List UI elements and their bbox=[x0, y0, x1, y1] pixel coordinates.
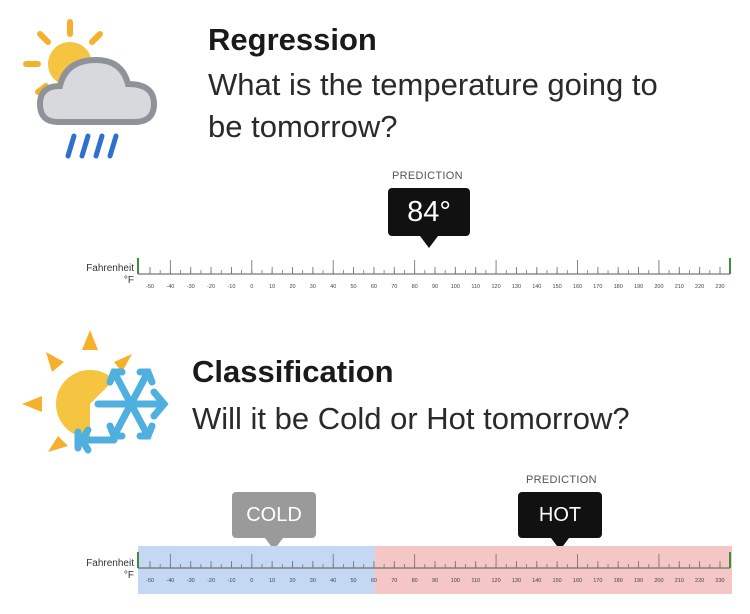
regression-scale-tick-label: 140 bbox=[532, 284, 541, 290]
regression-scale-tick-label: -20 bbox=[207, 284, 215, 290]
classification-scale-tick-label: -40 bbox=[166, 578, 174, 584]
regression-title: Regression bbox=[208, 22, 377, 57]
classification-scale-label: Fahrenheit °F bbox=[60, 558, 134, 582]
classification-question: Will it be Cold or Hot tomorrow? bbox=[192, 401, 630, 436]
cold-class-callout: COLD bbox=[232, 492, 316, 550]
classification-scale-tick-label: 120 bbox=[491, 578, 500, 584]
classification-scale-tick-label: -50 bbox=[146, 578, 154, 584]
regression-scale-tick-label: 10 bbox=[269, 284, 275, 290]
regression-scale-tick-label: 210 bbox=[675, 284, 684, 290]
classification-weather-icon bbox=[18, 328, 178, 478]
classification-scale-tick-label: 130 bbox=[512, 578, 521, 584]
regression-scale-tick-label: 90 bbox=[432, 284, 438, 290]
regression-scale-tick-label: 190 bbox=[634, 284, 643, 290]
regression-prediction-value: 84° bbox=[407, 196, 451, 228]
regression-scale-tick-label: 80 bbox=[412, 284, 418, 290]
regression-scale-label: Fahrenheit °F bbox=[60, 263, 134, 287]
regression-question-line2: be tomorrow? bbox=[208, 109, 398, 144]
classification-scale-tick-label: 160 bbox=[573, 578, 582, 584]
classification-scale-tick-label: -20 bbox=[207, 578, 215, 584]
regression-scale-tick-label: -30 bbox=[187, 284, 195, 290]
regression-scale-tick-label: -50 bbox=[146, 284, 154, 290]
regression-scale-tick-label: 30 bbox=[310, 284, 316, 290]
regression-scale-tick-label: -10 bbox=[227, 284, 235, 290]
regression-scale-tick-label: 20 bbox=[289, 284, 295, 290]
classification-scale-tick-label: 230 bbox=[715, 578, 724, 584]
regression-scale-tick-label: 100 bbox=[451, 284, 460, 290]
regression-scale-unit: °F bbox=[123, 275, 134, 286]
regression-scale-tick-label: 110 bbox=[471, 284, 480, 290]
regression-scale-tick-label: 230 bbox=[715, 284, 724, 290]
regression-temperature-scale: -50 -40 -30 -20 -10 0 10 20 30 40 50 60 70 80 90 100 110… bbox=[137, 258, 731, 290]
regression-prediction-label: PREDICTION bbox=[392, 170, 463, 182]
classification-scale-tick-label: 90 bbox=[432, 578, 438, 584]
classification-scale-tick-label: 100 bbox=[451, 578, 460, 584]
regression-scale-tick-label: 130 bbox=[512, 284, 521, 290]
regression-weather-icon bbox=[18, 18, 178, 168]
hot-band bbox=[374, 546, 732, 594]
hot-class-label: HOT bbox=[538, 504, 582, 526]
regression-question-line1: What is the temperature going to bbox=[208, 67, 658, 102]
classification-prediction-label: PREDICTION bbox=[526, 474, 597, 486]
regression-scale-tick-label: 150 bbox=[553, 284, 562, 290]
regression-scale-tick-label: 220 bbox=[695, 284, 704, 290]
classification-scale-tick-label: 80 bbox=[412, 578, 418, 584]
classification-scale-tick-label: 190 bbox=[634, 578, 643, 584]
classification-scale-unit: °F bbox=[123, 570, 134, 581]
classification-scale-name: Fahrenheit bbox=[86, 558, 134, 569]
classification-scale-tick-label: 140 bbox=[532, 578, 541, 584]
classification-title: Classification bbox=[192, 354, 394, 389]
regression-scale-tick-label: 70 bbox=[391, 284, 397, 290]
classification-scale-tick-label: 70 bbox=[391, 578, 397, 584]
regression-scale-tick-label: 120 bbox=[491, 284, 500, 290]
regression-scale-tick-label: 160 bbox=[573, 284, 582, 290]
regression-scale-tick-label: 180 bbox=[614, 284, 623, 290]
classification-scale-tick-label: 110 bbox=[471, 578, 480, 584]
cold-class-label: COLD bbox=[246, 504, 302, 526]
regression-scale-tick-label: 60 bbox=[371, 284, 377, 290]
regression-scale-tick-label: 200 bbox=[654, 284, 663, 290]
regression-scale-tick-label: 50 bbox=[351, 284, 357, 290]
classification-scale-tick-label: -30 bbox=[187, 578, 195, 584]
classification-temperature-scale: -50 -40 -30 -20 -10 0 10 20 30 40 50 60 70 80 90 100 110… bbox=[137, 546, 732, 594]
cold-band bbox=[138, 546, 375, 594]
classification-scale-tick-label: 50 bbox=[351, 578, 357, 584]
classification-scale-tick-label: 40 bbox=[330, 578, 336, 584]
classification-scale-tick-label: 60 bbox=[371, 578, 377, 584]
classification-scale-tick-label: 150 bbox=[553, 578, 562, 584]
classification-scale-tick-label: -10 bbox=[227, 578, 235, 584]
regression-scale-tick-label: 0 bbox=[250, 284, 253, 290]
classification-scale-tick-label: 20 bbox=[289, 578, 295, 584]
regression-scale-tick-label: 170 bbox=[593, 284, 602, 290]
sun-cloud-rain-icon bbox=[23, 19, 158, 159]
sun-snowflake-icon bbox=[22, 330, 169, 454]
regression-prediction-callout: 84° bbox=[388, 188, 470, 248]
regression-scale-name: Fahrenheit bbox=[86, 263, 134, 274]
hot-class-callout: HOT bbox=[518, 492, 602, 550]
classification-scale-tick-label: 180 bbox=[614, 578, 623, 584]
classification-scale-tick-label: 210 bbox=[675, 578, 684, 584]
regression-scale-tick-label: 40 bbox=[330, 284, 336, 290]
classification-scale-tick-label: 0 bbox=[250, 578, 253, 584]
classification-scale-tick-label: 220 bbox=[695, 578, 704, 584]
regression-scale-tick-label: -40 bbox=[166, 284, 174, 290]
classification-scale-tick-label: 200 bbox=[654, 578, 663, 584]
classification-scale-tick-label: 10 bbox=[269, 578, 275, 584]
classification-scale-tick-label: 30 bbox=[310, 578, 316, 584]
classification-scale-tick-label: 170 bbox=[593, 578, 602, 584]
